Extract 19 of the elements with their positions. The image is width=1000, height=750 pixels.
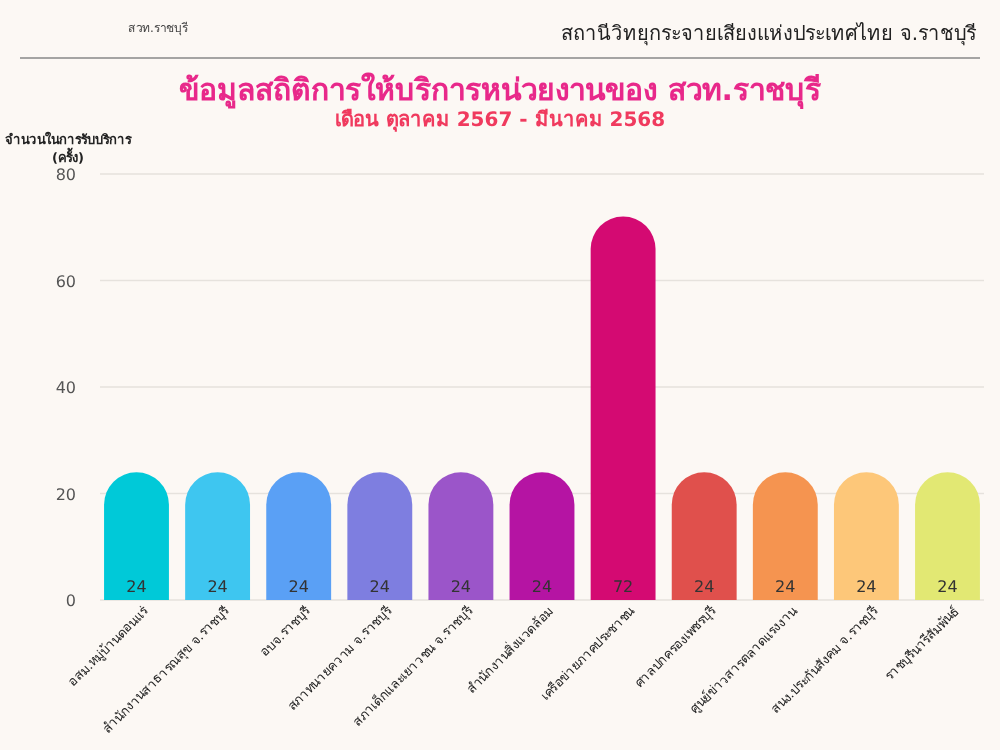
data-label: 24 [369, 578, 390, 596]
y-tick-label: 40 [55, 379, 76, 397]
data-label: 24 [126, 578, 147, 596]
data-label: 24 [207, 578, 228, 596]
chart-title: ข้อมูลสถิติการให้บริการหน่วยงานของ สวท.ราชบุรี [179, 72, 823, 110]
data-label: 24 [531, 578, 553, 596]
y-tick-label: 0 [65, 592, 76, 610]
data-label: 24 [937, 578, 958, 596]
y-tick-label: 20 [55, 485, 76, 504]
y-tick-label: 60 [55, 272, 76, 291]
chart-subtitle: เดือน ตุลาคม 2567 - มีนาคม 2568 [334, 108, 666, 132]
data-label: 24 [694, 578, 715, 596]
text: สถานีวิทยุกระจายเสียงแห่งประเทศไทย จ.ราชบุรี [561, 22, 978, 46]
data-label: 24 [775, 578, 796, 596]
data-label: 24 [450, 578, 472, 596]
data-label: 72 [612, 578, 634, 596]
data-label: 24 [856, 578, 877, 596]
data-label: 24 [288, 578, 309, 596]
y-tick-label: 80 [55, 166, 76, 184]
